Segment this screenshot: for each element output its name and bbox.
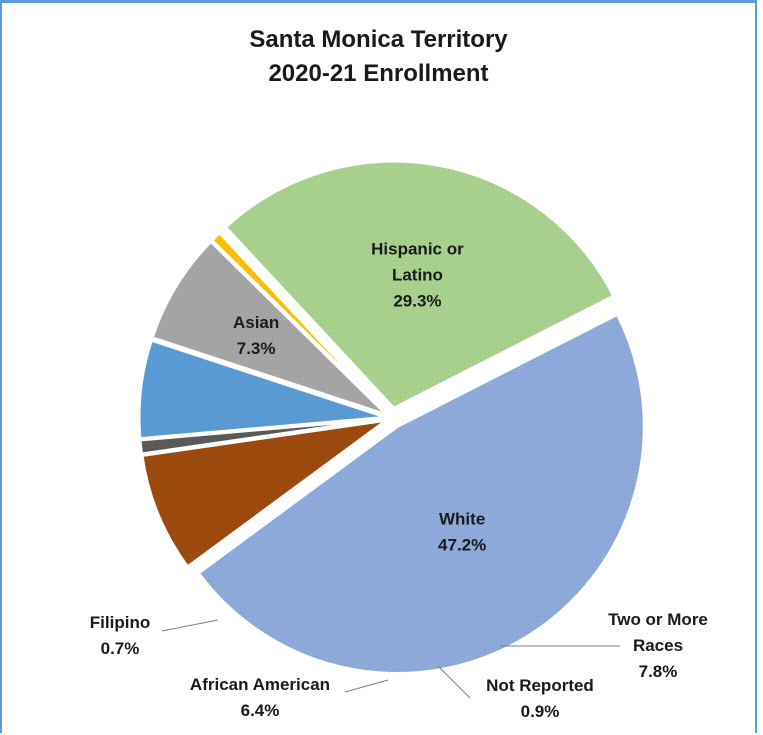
slice-category-label: Filipino [90,613,150,632]
pie-slice-texture-not-reported [139,418,387,454]
slice-labels: White 47.2% Two or More Races 7.8% Not Report… [90,239,708,721]
pie-slices [137,159,646,676]
chart-title: Santa Monica Territory [249,26,508,53]
slice-category-label: Hispanic or [371,239,464,258]
leader-line-african-american [344,679,389,693]
slice-category-label: Two or More [608,610,708,629]
slice-value-label: 6.4% [241,701,280,720]
slice-category-label: Asian [233,313,279,332]
pie-slice-texture-african-american [139,340,387,439]
slice-category-label: Not Reported [486,676,594,695]
slice-value-label: 0.7% [101,639,140,658]
slice-category-label: Races [633,636,683,655]
slice-value-label: 0.9% [521,702,560,721]
slice-category-label: African American [190,675,330,694]
slice-label-two-or-more-races: Two or More Races 7.8% [608,610,708,681]
slice-value-label: 29.3% [393,291,441,310]
slice-label-african-american: African American 6.4% [190,675,330,720]
chart-subtitle: 2020-21 Enrollment [268,60,489,87]
slice-label-filipino: Filipino 0.7% [90,613,150,658]
pie-slice-texture-two-or-more-races [141,420,387,567]
slice-category-label: Latino [392,265,443,284]
slice-value-label: 7.8% [639,662,678,681]
slice-label-not-reported: Not Reported 0.9% [486,676,594,721]
pie-slice-texture-white [198,314,645,674]
pie-slice-texture-hispanic-or-latino [225,161,614,409]
pie-slice-texture-asian [152,241,387,415]
leader-line-filipino [161,619,219,632]
leader-line-not-reported [437,665,471,699]
leader-lines [161,619,620,699]
slice-value-label: 47.2% [438,536,486,555]
slice-label-asian: Asian 7.3% [233,313,279,358]
pie-slice-texture-filipino [211,232,388,414]
slice-label-white: White 47.2% [438,510,486,555]
slice-value-label: 7.3% [237,339,276,358]
slice-label-hispanic-or-latino: Hispanic or Latino 29.3% [371,239,464,310]
slice-category-label: White [439,510,485,529]
